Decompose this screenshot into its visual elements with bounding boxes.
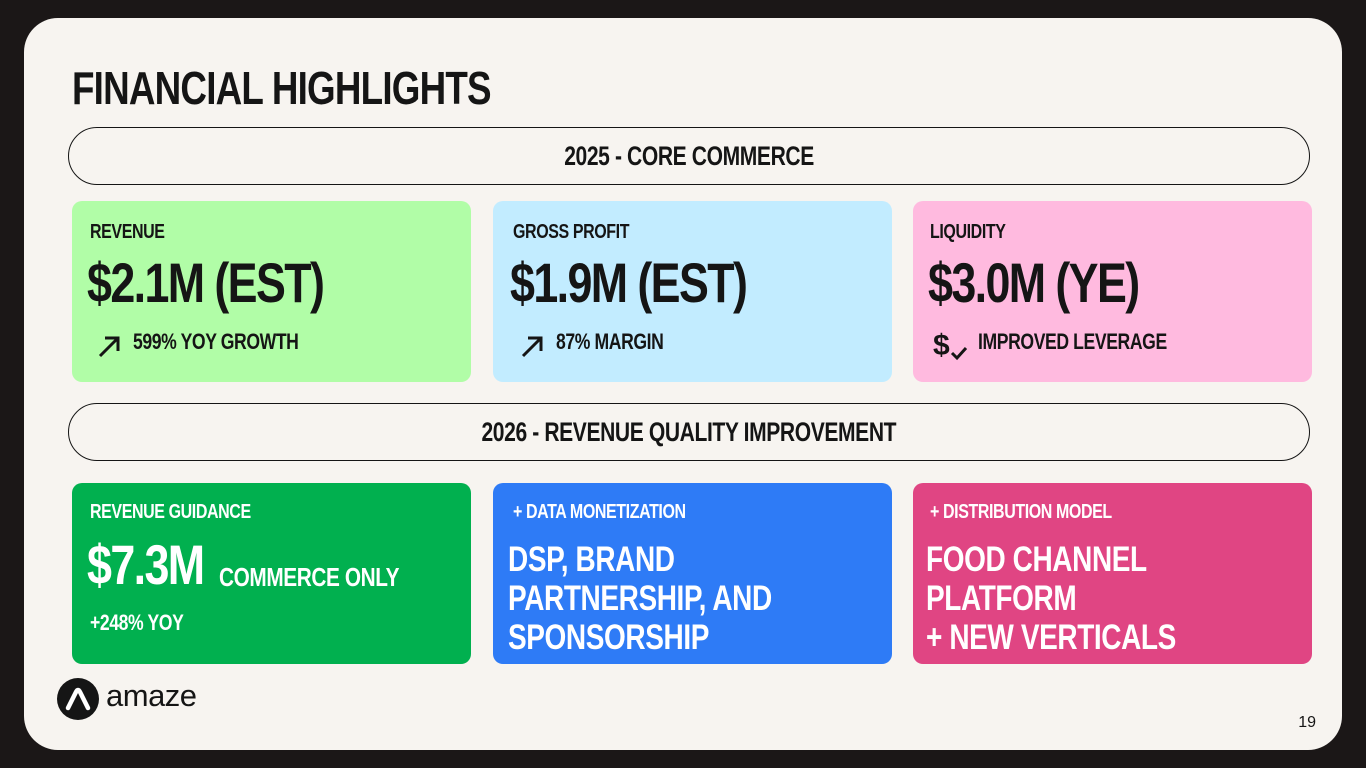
gross-profit-label: GROSS PROFIT [513, 221, 630, 243]
amaze-logo-text: amaze [106, 678, 197, 713]
liquidity-card: LIQUIDITY $3.0M (YE) $ IMPROVED LEVERAGE [913, 201, 1312, 382]
revenue-guidance-card: REVENUE GUIDANCE $7.3M COMMERCE ONLY +24… [72, 483, 471, 664]
dollar-check-icon: $ [933, 329, 968, 362]
section-2025-title: 2025 - CORE COMMERCE [564, 140, 814, 171]
distribution-model-line-2: PLATFORM [926, 579, 1077, 618]
section-2025-header: 2025 - CORE COMMERCE [68, 127, 1310, 185]
arrow-up-right-icon [521, 336, 543, 358]
distribution-model-line-3: + NEW VERTICALS [926, 618, 1176, 657]
data-monetization-line-3: SPONSORSHIP [508, 618, 709, 657]
gross-profit-card: GROSS PROFIT $1.9M (EST) 87% MARGIN [493, 201, 892, 382]
revenue-growth-note: 599% YOY GROWTH [133, 329, 299, 354]
revenue-value: $2.1M (EST) [87, 251, 325, 314]
slide: FINANCIAL HIGHLIGHTS 2025 - CORE COMMERC… [24, 18, 1342, 750]
revenue-guidance-value: $7.3M [87, 533, 205, 596]
data-monetization-label: + DATA MONETIZATION [513, 501, 686, 523]
gross-profit-value: $1.9M (EST) [510, 251, 748, 314]
data-monetization-line-2: PARTNERSHIP, AND [508, 579, 772, 618]
section-2026-title: 2026 - REVENUE QUALITY IMPROVEMENT [481, 416, 897, 447]
liquidity-leverage-note: IMPROVED LEVERAGE [978, 329, 1167, 354]
amaze-logo-icon [57, 678, 99, 720]
data-monetization-card: + DATA MONETIZATION DSP, BRAND PARTNERSH… [493, 483, 892, 664]
distribution-model-line-1: FOOD CHANNEL [926, 540, 1147, 579]
revenue-label: REVENUE [90, 221, 165, 243]
page-title: FINANCIAL HIGHLIGHTS [72, 62, 492, 114]
page-number: 19 [1298, 714, 1316, 731]
distribution-model-label: + DISTRIBUTION MODEL [930, 501, 1112, 523]
revenue-guidance-scope: COMMERCE ONLY [219, 562, 400, 592]
revenue-card: REVENUE $2.1M (EST) 599% YOY GROWTH [72, 201, 471, 382]
revenue-guidance-label: REVENUE GUIDANCE [90, 501, 251, 523]
liquidity-value: $3.0M (YE) [928, 251, 1140, 314]
liquidity-label: LIQUIDITY [930, 221, 1006, 243]
data-monetization-line-1: DSP, BRAND [508, 540, 675, 579]
revenue-guidance-growth: +248% YOY [90, 610, 184, 635]
distribution-model-card: + DISTRIBUTION MODEL FOOD CHANNEL PLATFO… [913, 483, 1312, 664]
arrow-up-right-icon [98, 336, 120, 358]
section-2026-header: 2026 - REVENUE QUALITY IMPROVEMENT [68, 403, 1310, 461]
gross-profit-margin-note: 87% MARGIN [556, 329, 664, 354]
svg-text:$: $ [933, 329, 950, 362]
